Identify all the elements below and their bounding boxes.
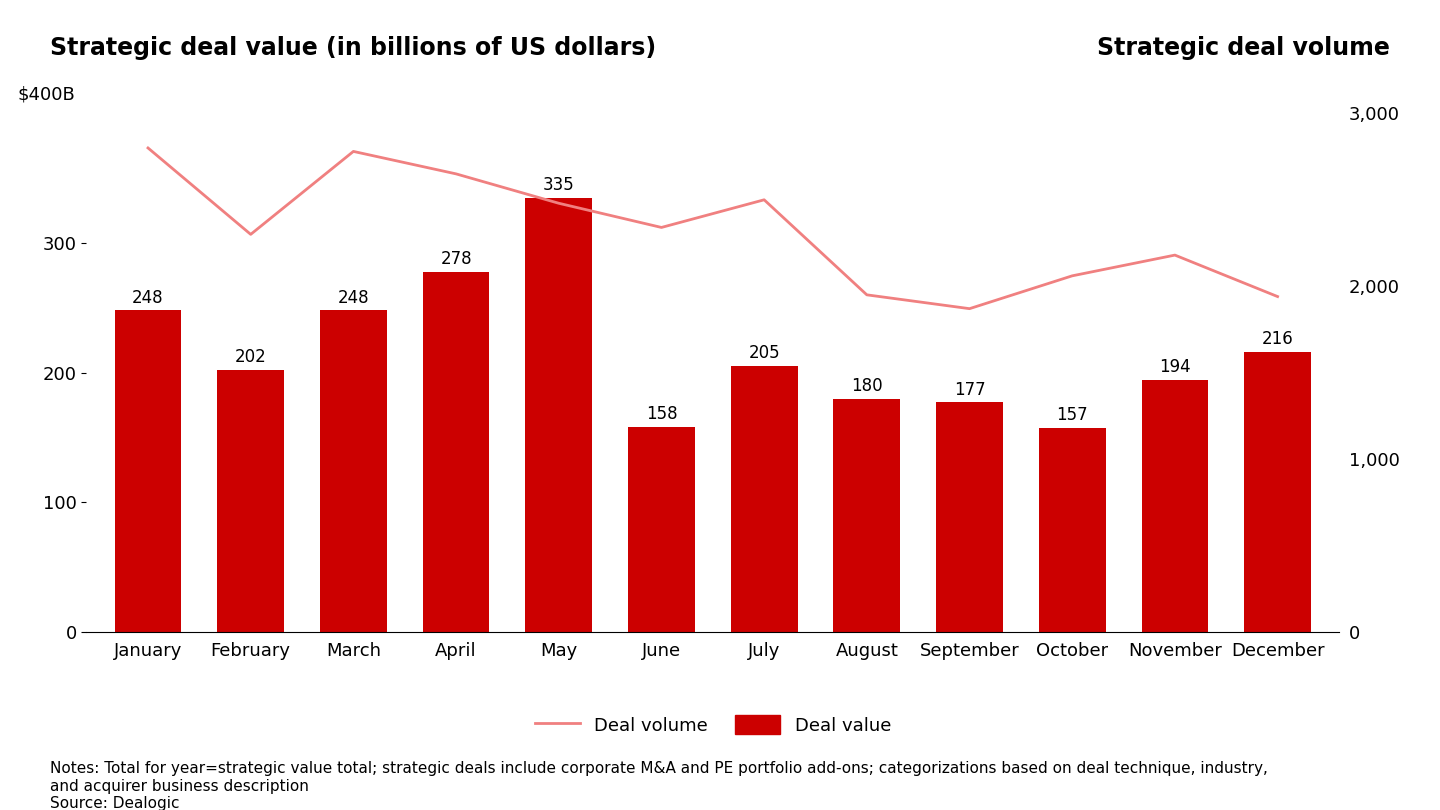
Text: 202: 202 [235,348,266,366]
Text: Notes: Total for year=strategic value total; strategic deals include corporate M: Notes: Total for year=strategic value to… [50,761,1269,810]
Bar [526,198,592,632]
Bar [1142,381,1208,632]
Text: Strategic deal value (in billions of US dollars): Strategic deal value (in billions of US … [50,36,657,61]
Bar [834,399,900,632]
Text: 205: 205 [749,344,780,362]
Bar [628,427,696,632]
Text: 248: 248 [132,288,164,306]
Text: 158: 158 [645,405,677,423]
Bar [217,370,284,632]
Bar [1244,352,1310,632]
Text: 180: 180 [851,377,883,394]
Text: 248: 248 [337,288,369,306]
Bar [936,403,1002,632]
Bar [423,271,490,632]
Text: 157: 157 [1057,407,1089,424]
Text: 278: 278 [441,249,472,267]
Legend: Deal volume, Deal value: Deal volume, Deal value [527,708,899,742]
Text: 216: 216 [1261,330,1293,348]
Text: 194: 194 [1159,359,1191,377]
Bar [730,366,798,632]
Bar [1038,428,1106,632]
Text: $400B: $400B [17,85,75,103]
Text: 335: 335 [543,176,575,194]
Text: 177: 177 [953,381,985,399]
Bar [320,310,387,632]
Bar [115,310,181,632]
Text: Strategic deal volume: Strategic deal volume [1097,36,1390,61]
